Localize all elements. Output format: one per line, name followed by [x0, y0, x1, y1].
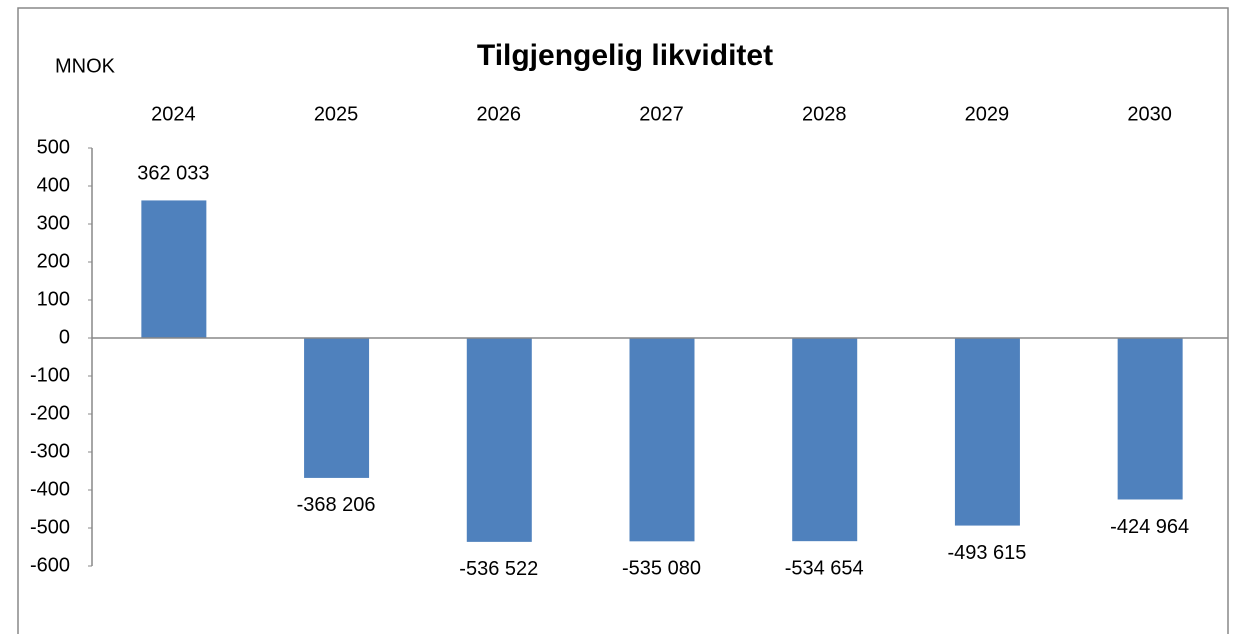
- x-tick-label: 2030: [1127, 103, 1172, 125]
- bar: [304, 338, 370, 478]
- bar: [1117, 338, 1183, 500]
- data-label: 362 033: [137, 163, 209, 185]
- y-tick-label: 400: [37, 174, 70, 196]
- chart-frame: [17, 7, 1229, 634]
- data-label: -493 615: [947, 542, 1026, 564]
- x-tick-label: 2025: [314, 103, 359, 125]
- y-tick-label: -400: [30, 478, 70, 500]
- bar: [792, 338, 858, 542]
- y-tick-label: -100: [30, 364, 70, 386]
- y-tick-label: 500: [37, 136, 70, 158]
- y-tick-label: 0: [59, 326, 70, 348]
- data-label: -534 654: [785, 557, 864, 579]
- y-tick-label: 300: [37, 212, 70, 234]
- data-label: -424 964: [1110, 516, 1189, 538]
- y-tick-label: 200: [37, 250, 70, 272]
- y-tick-label: -500: [30, 516, 70, 538]
- chart-title: Tilgjengelig likviditet: [477, 39, 773, 72]
- y-tick-label: 100: [37, 288, 70, 310]
- bar: [141, 200, 207, 338]
- data-label: -535 080: [622, 558, 701, 580]
- y-tick-label: -600: [30, 554, 70, 576]
- y-tick-label: -300: [30, 440, 70, 462]
- y-axis-label: MNOK: [55, 55, 116, 77]
- x-tick-label: 2024: [151, 103, 196, 125]
- bar: [629, 338, 695, 542]
- bar: [954, 338, 1020, 526]
- data-label: -368 206: [297, 494, 376, 516]
- x-tick-label: 2029: [965, 103, 1010, 125]
- x-tick-label: 2028: [802, 103, 847, 125]
- x-tick-label: 2026: [477, 103, 522, 125]
- data-label: -536 522: [459, 558, 538, 580]
- bar: [466, 338, 532, 542]
- x-tick-label: 2027: [639, 103, 684, 125]
- y-tick-label: -200: [30, 402, 70, 424]
